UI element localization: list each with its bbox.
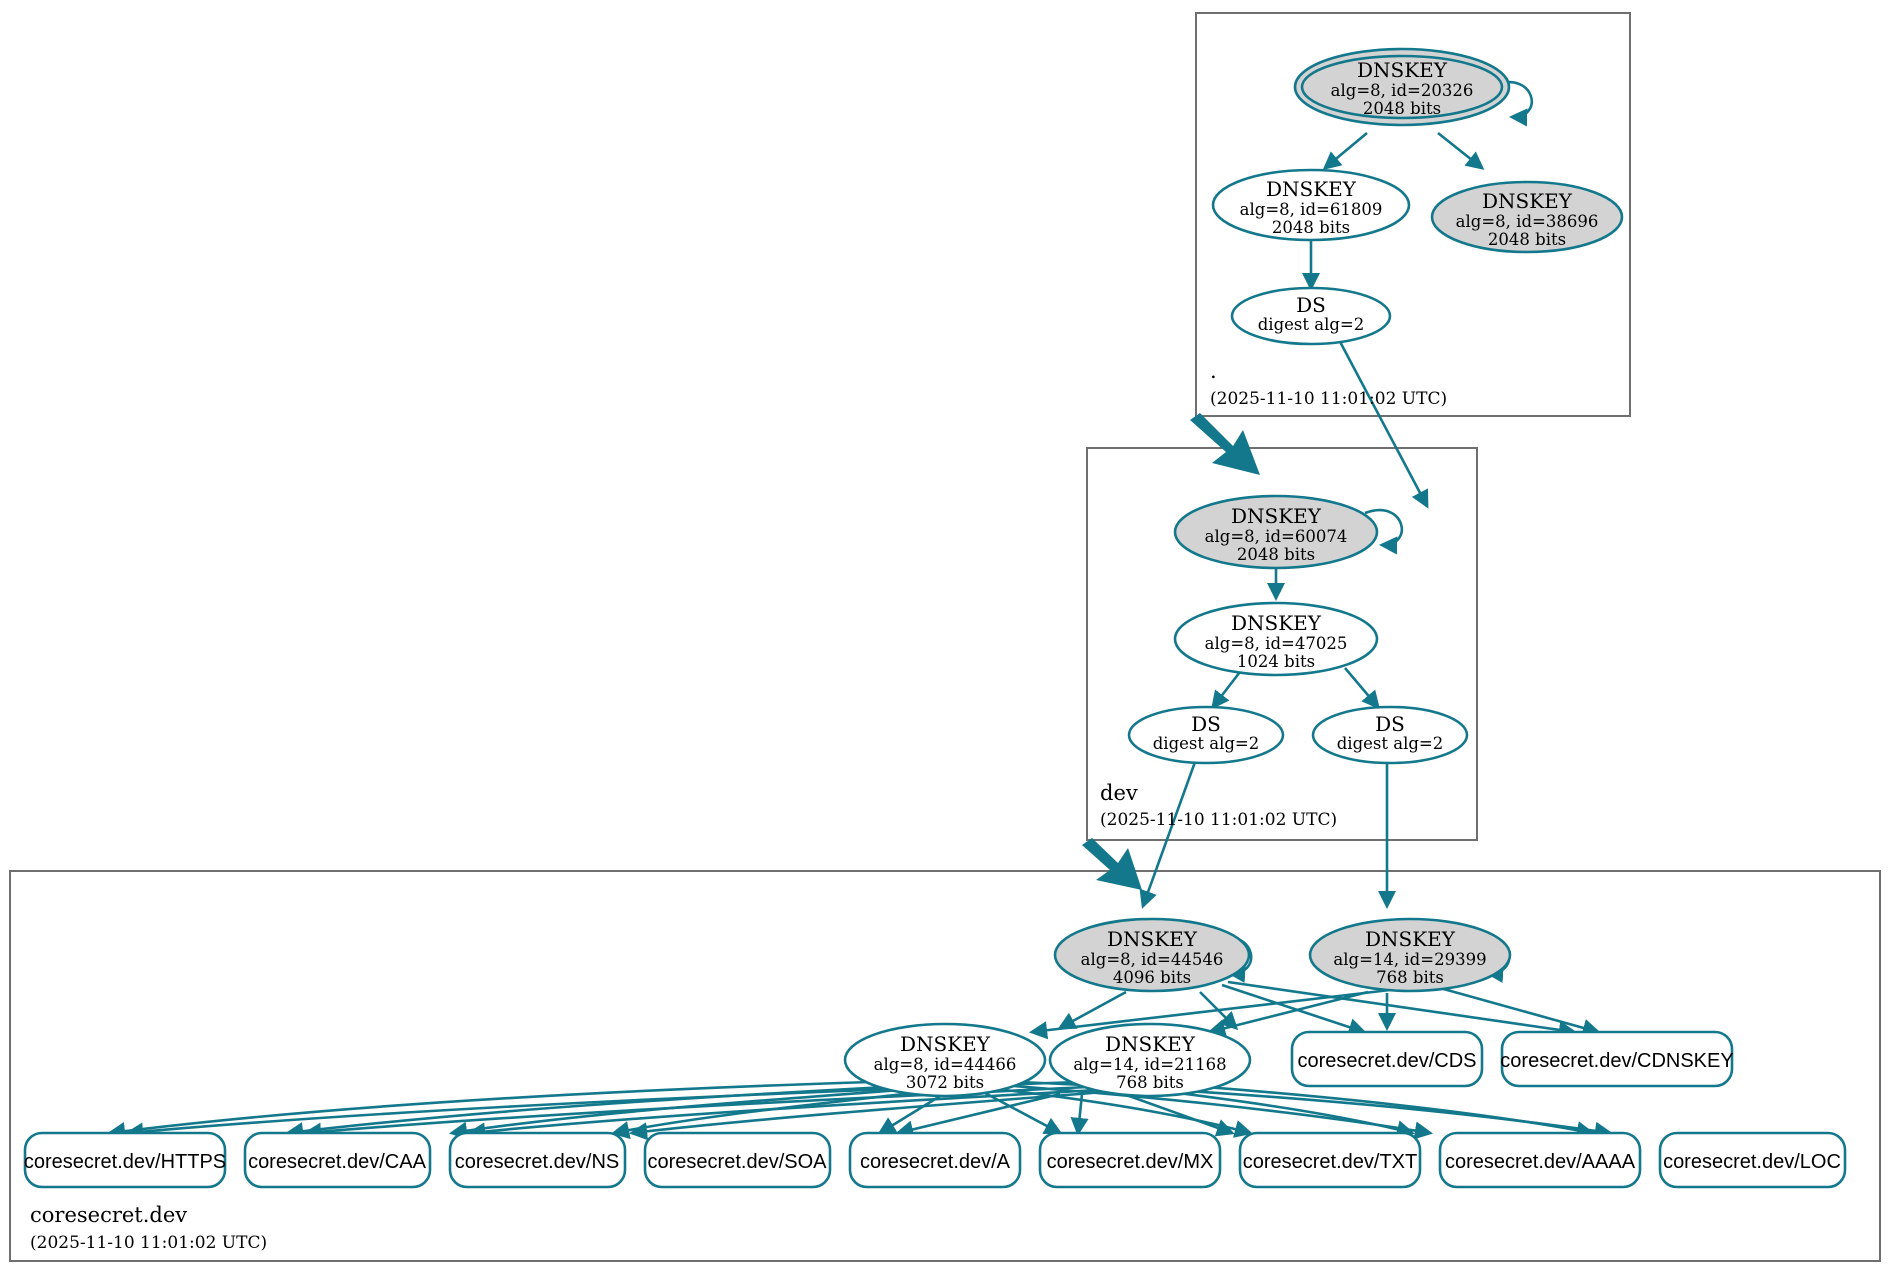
node-root-trust-anchor-dnskey-20326[interactable]: DNSKEY alg=8, id=20326 2048 bits: [1293, 47, 1511, 127]
rrset-label: coresecret.dev/CDS: [1298, 1050, 1477, 1072]
zone-name: .: [1210, 359, 1217, 383]
node-keyinfo: alg=8, id=47025: [1205, 634, 1348, 653]
node-label: DNSKEY: [1266, 177, 1357, 201]
node-label: DNSKEY: [1365, 927, 1456, 951]
node-label: DS: [1375, 712, 1405, 736]
rrset-label: coresecret.dev/LOC: [1663, 1151, 1841, 1173]
node-label: DNSKEY: [1231, 611, 1322, 635]
node-keysize: 4096 bits: [1113, 968, 1191, 987]
node-digest: digest alg=2: [1153, 734, 1260, 753]
node-label: DNSKEY: [1105, 1032, 1196, 1056]
node-keyinfo: alg=8, id=44546: [1081, 950, 1224, 969]
node-root-dnskey-61809[interactable]: DNSKEY alg=8, id=61809 2048 bits: [1211, 168, 1411, 242]
node-keyinfo: alg=8, id=61809: [1240, 200, 1383, 219]
node-keysize: 1024 bits: [1237, 652, 1315, 671]
rrset-label: coresecret.dev/SOA: [648, 1151, 828, 1173]
node-dev-ds-right[interactable]: DS digest alg=2: [1311, 705, 1469, 765]
zone-label-dev: dev (2025-11-10 11:01:02 UTC): [1100, 781, 1337, 830]
delegation-arrow-dev-to-coresecret: [1082, 838, 1142, 890]
node-digest: digest alg=2: [1337, 734, 1444, 753]
node-label: DNSKEY: [900, 1032, 991, 1056]
rrset-label: coresecret.dev/AAAA: [1445, 1151, 1636, 1173]
node-label: DS: [1296, 293, 1326, 317]
zone-label-coresecret: coresecret.dev (2025-11-10 11:01:02 UTC): [30, 1203, 267, 1253]
zone-timestamp: (2025-11-10 11:01:02 UTC): [1100, 810, 1337, 830]
rrset-coresecret-dev-soa[interactable]: coresecret.dev/SOA: [643, 1131, 832, 1189]
node-keysize: 2048 bits: [1237, 545, 1315, 564]
node-keyinfo: alg=8, id=38696: [1456, 212, 1599, 231]
node-label: DNSKEY: [1107, 927, 1198, 951]
node-keyinfo: alg=8, id=20326: [1331, 81, 1474, 100]
rrset-label: coresecret.dev/TXT: [1243, 1151, 1418, 1173]
rrset-coresecret-dev-cdnskey[interactable]: coresecret.dev/CDNSKEY: [1500, 1030, 1734, 1088]
node-keyinfo: alg=14, id=21168: [1073, 1055, 1226, 1074]
delegation-arrow-root-to-dev: [1190, 413, 1260, 475]
node-dev-dnskey-60074[interactable]: DNSKEY alg=8, id=60074 2048 bits: [1173, 494, 1379, 570]
node-dev-dnskey-47025[interactable]: DNSKEY alg=8, id=47025 1024 bits: [1173, 601, 1379, 677]
node-keyinfo: alg=14, id=29399: [1333, 950, 1486, 969]
node-keyinfo: alg=8, id=60074: [1205, 527, 1348, 546]
rrset-label: coresecret.dev/CDNSKEY: [1500, 1050, 1733, 1072]
zone-name: dev: [1100, 781, 1138, 805]
node-label: DNSKEY: [1482, 189, 1573, 213]
node-dev-ds-left[interactable]: DS digest alg=2: [1127, 705, 1285, 765]
node-coresecret-dnskey-29399[interactable]: DNSKEY alg=14, id=29399 768 bits: [1308, 917, 1512, 993]
node-keysize: 768 bits: [1376, 968, 1444, 987]
rrset-label: coresecret.dev/CAA: [248, 1151, 427, 1173]
node-digest: digest alg=2: [1258, 315, 1365, 334]
rrset-coresecret-dev-a[interactable]: coresecret.dev/A: [848, 1131, 1022, 1189]
node-label: DNSKEY: [1357, 58, 1448, 82]
zone-timestamp: (2025-11-10 11:01:02 UTC): [1210, 389, 1447, 409]
rrset-coresecret-dev-caa[interactable]: coresecret.dev/CAA: [243, 1131, 432, 1189]
rrset-coresecret-dev-aaaa[interactable]: coresecret.dev/AAAA: [1438, 1131, 1642, 1189]
node-keyinfo: alg=8, id=44466: [874, 1055, 1017, 1074]
zone-label-root: . (2025-11-10 11:01:02 UTC): [1210, 359, 1447, 409]
zone-timestamp: (2025-11-10 11:01:02 UTC): [30, 1233, 267, 1253]
rrset-coresecret-dev-mx[interactable]: coresecret.dev/MX: [1038, 1131, 1222, 1189]
edges-ksk-to-zsk-and-cdsets: [1028, 980, 1601, 1040]
rrset-coresecret-dev-ns[interactable]: coresecret.dev/NS: [448, 1131, 627, 1189]
node-keysize: 3072 bits: [906, 1073, 984, 1092]
node-keysize: 2048 bits: [1488, 230, 1566, 249]
node-root-ds-for-dev[interactable]: DS digest alg=2: [1230, 286, 1392, 346]
zone-box-coresecret: [9, 870, 1881, 1262]
rrset-coresecret-dev-loc[interactable]: coresecret.dev/LOC: [1658, 1131, 1847, 1189]
node-keysize: 2048 bits: [1272, 218, 1350, 237]
rrset-coresecret-dev-txt[interactable]: coresecret.dev/TXT: [1238, 1131, 1422, 1189]
node-coresecret-dnskey-44546[interactable]: DNSKEY alg=8, id=44546 4096 bits: [1053, 917, 1251, 993]
zone-box-dev: [1086, 447, 1478, 841]
rrset-coresecret-dev-cds[interactable]: coresecret.dev/CDS: [1290, 1030, 1484, 1088]
zone-name: coresecret.dev: [30, 1203, 187, 1227]
rrset-label: coresecret.dev/HTTPS: [24, 1151, 226, 1173]
node-label: DNSKEY: [1231, 504, 1322, 528]
zone-box-root: [1195, 12, 1631, 417]
node-keysize: 768 bits: [1116, 1073, 1184, 1092]
rrset-label: coresecret.dev/NS: [455, 1151, 620, 1173]
node-coresecret-dnskey-44466[interactable]: DNSKEY alg=8, id=44466 3072 bits: [843, 1022, 1047, 1098]
node-keysize: 2048 bits: [1363, 99, 1441, 118]
node-label: DS: [1191, 712, 1221, 736]
rrset-label: coresecret.dev/A: [860, 1151, 1011, 1173]
rrset-label: coresecret.dev/MX: [1047, 1151, 1214, 1173]
node-coresecret-dnskey-21168[interactable]: DNSKEY alg=14, id=21168 768 bits: [1048, 1022, 1252, 1098]
rrset-coresecret-dev-https[interactable]: coresecret.dev/HTTPS: [23, 1131, 227, 1189]
node-root-dnskey-38696[interactable]: DNSKEY alg=8, id=38696 2048 bits: [1430, 180, 1624, 254]
edges-dev-zone: [1139, 508, 1404, 910]
